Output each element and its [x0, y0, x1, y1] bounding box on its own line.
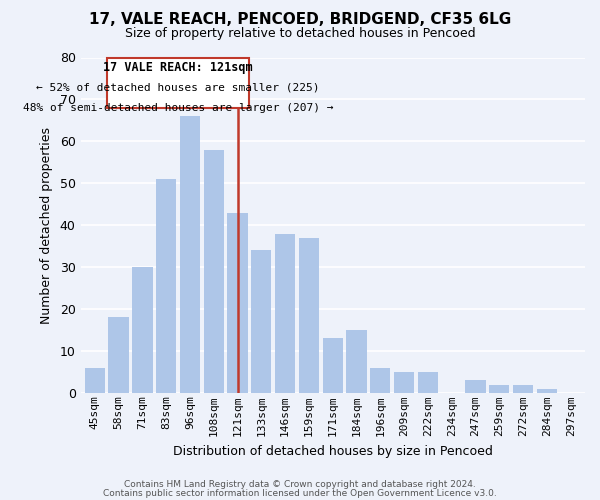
- Bar: [132, 267, 152, 393]
- Bar: [85, 368, 105, 393]
- Bar: [537, 388, 557, 393]
- Text: Contains public sector information licensed under the Open Government Licence v3: Contains public sector information licen…: [103, 488, 497, 498]
- Bar: [156, 179, 176, 393]
- Bar: [394, 372, 414, 393]
- Bar: [180, 116, 200, 393]
- Bar: [251, 250, 271, 393]
- Bar: [109, 318, 129, 393]
- Text: Size of property relative to detached houses in Pencoed: Size of property relative to detached ho…: [125, 28, 475, 40]
- Bar: [370, 368, 391, 393]
- Bar: [489, 384, 509, 393]
- X-axis label: Distribution of detached houses by size in Pencoed: Distribution of detached houses by size …: [173, 444, 493, 458]
- Bar: [299, 238, 319, 393]
- Text: 17 VALE REACH: 121sqm: 17 VALE REACH: 121sqm: [103, 61, 253, 74]
- Bar: [346, 330, 367, 393]
- Text: 48% of semi-detached houses are larger (207) →: 48% of semi-detached houses are larger (…: [23, 103, 333, 113]
- Y-axis label: Number of detached properties: Number of detached properties: [40, 126, 53, 324]
- Bar: [275, 234, 295, 393]
- FancyBboxPatch shape: [107, 58, 249, 108]
- Bar: [203, 150, 224, 393]
- Text: 17, VALE REACH, PENCOED, BRIDGEND, CF35 6LG: 17, VALE REACH, PENCOED, BRIDGEND, CF35 …: [89, 12, 511, 28]
- Text: ← 52% of detached houses are smaller (225): ← 52% of detached houses are smaller (22…: [36, 82, 320, 92]
- Bar: [323, 338, 343, 393]
- Bar: [227, 212, 248, 393]
- Bar: [418, 372, 438, 393]
- Text: Contains HM Land Registry data © Crown copyright and database right 2024.: Contains HM Land Registry data © Crown c…: [124, 480, 476, 489]
- Bar: [513, 384, 533, 393]
- Bar: [466, 380, 485, 393]
